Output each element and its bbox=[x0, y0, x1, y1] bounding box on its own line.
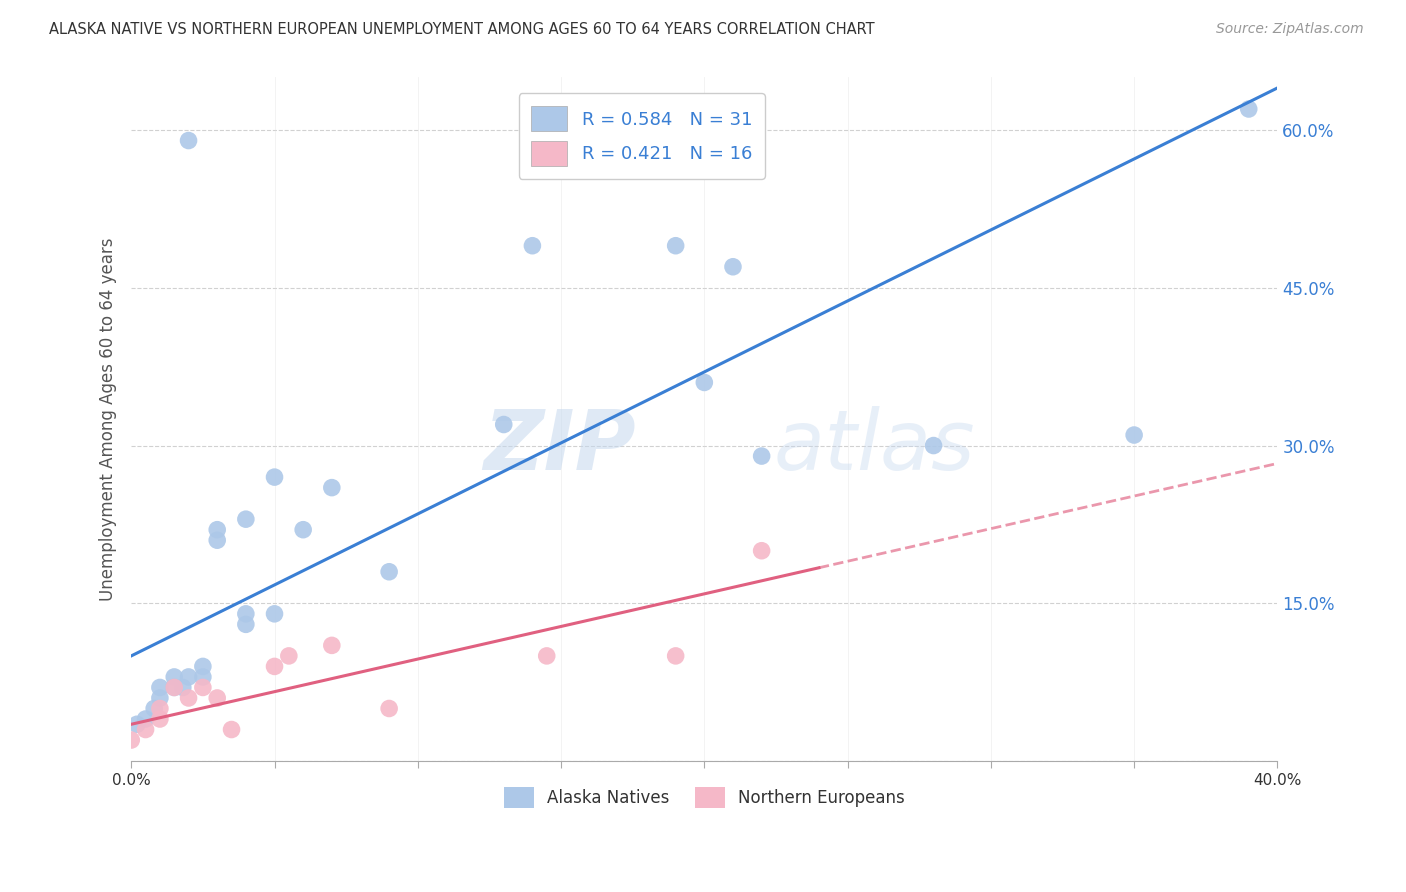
Point bbox=[235, 512, 257, 526]
Point bbox=[177, 670, 200, 684]
Point bbox=[149, 690, 172, 705]
Point bbox=[263, 659, 285, 673]
Point bbox=[191, 681, 214, 695]
Point bbox=[321, 639, 343, 653]
Point bbox=[378, 565, 401, 579]
Point bbox=[522, 238, 544, 252]
Point bbox=[235, 607, 257, 621]
Point bbox=[172, 681, 194, 695]
Point bbox=[135, 723, 157, 737]
Legend: Alaska Natives, Northern Europeans: Alaska Natives, Northern Europeans bbox=[498, 780, 911, 814]
Point bbox=[292, 523, 315, 537]
Point bbox=[536, 648, 558, 663]
Point bbox=[693, 376, 716, 390]
Point bbox=[205, 533, 228, 548]
Point bbox=[163, 681, 186, 695]
Text: atlas: atlas bbox=[773, 406, 974, 487]
Point bbox=[321, 481, 343, 495]
Point bbox=[492, 417, 515, 432]
Point bbox=[177, 690, 200, 705]
Point bbox=[163, 670, 186, 684]
Point bbox=[191, 659, 214, 673]
Point bbox=[235, 617, 257, 632]
Point bbox=[1123, 428, 1146, 442]
Point bbox=[191, 670, 214, 684]
Point bbox=[149, 681, 172, 695]
Point bbox=[751, 543, 773, 558]
Text: ALASKA NATIVE VS NORTHERN EUROPEAN UNEMPLOYMENT AMONG AGES 60 TO 64 YEARS CORREL: ALASKA NATIVE VS NORTHERN EUROPEAN UNEMP… bbox=[49, 22, 875, 37]
Point bbox=[125, 717, 148, 731]
Point bbox=[205, 690, 228, 705]
Point bbox=[163, 681, 186, 695]
Point bbox=[205, 523, 228, 537]
Point bbox=[665, 648, 688, 663]
Point bbox=[135, 712, 157, 726]
Point bbox=[751, 449, 773, 463]
Point bbox=[665, 238, 688, 252]
Point bbox=[721, 260, 744, 274]
Point bbox=[263, 607, 285, 621]
Y-axis label: Unemployment Among Ages 60 to 64 years: Unemployment Among Ages 60 to 64 years bbox=[100, 237, 117, 601]
Point bbox=[1237, 102, 1260, 116]
Point bbox=[177, 134, 200, 148]
Point bbox=[922, 438, 945, 452]
Point bbox=[149, 701, 172, 715]
Text: ZIP: ZIP bbox=[482, 406, 636, 487]
Point bbox=[149, 712, 172, 726]
Point bbox=[221, 723, 243, 737]
Text: Source: ZipAtlas.com: Source: ZipAtlas.com bbox=[1216, 22, 1364, 37]
Point bbox=[378, 701, 401, 715]
Point bbox=[263, 470, 285, 484]
Point bbox=[143, 701, 166, 715]
Point bbox=[277, 648, 299, 663]
Point bbox=[120, 733, 142, 747]
